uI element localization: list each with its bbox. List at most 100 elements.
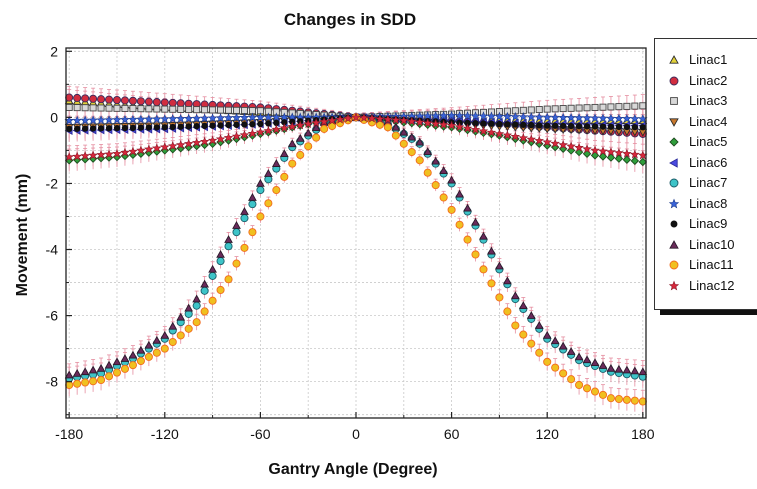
data-point <box>177 123 184 130</box>
data-point <box>510 291 520 300</box>
data-point <box>399 115 409 125</box>
data-point <box>120 364 130 373</box>
data-point <box>566 112 576 122</box>
data-point <box>199 113 210 123</box>
data-point <box>105 104 113 112</box>
data-point <box>304 142 313 151</box>
data-point <box>217 106 225 114</box>
data-point <box>136 345 146 354</box>
data-point <box>191 137 202 147</box>
data-point <box>598 146 608 156</box>
data-point <box>160 330 170 339</box>
data-point <box>73 104 81 112</box>
data-point <box>183 113 194 123</box>
data-point <box>96 149 106 159</box>
data-point <box>231 131 242 141</box>
data-point <box>264 199 273 208</box>
data-point <box>422 111 433 121</box>
data-point <box>311 123 321 132</box>
data-point <box>128 361 137 370</box>
data-point <box>391 122 401 131</box>
data-point <box>383 114 393 124</box>
data-point <box>319 116 329 126</box>
data-point <box>232 221 241 229</box>
data-point <box>72 151 82 161</box>
data-point <box>177 105 185 113</box>
legend-item-linac10: Linac10 <box>655 236 755 255</box>
data-point <box>152 98 161 107</box>
data-point <box>487 279 496 288</box>
data-point <box>176 331 185 340</box>
legend-item-linac11: Linac11 <box>655 256 755 275</box>
data-point <box>574 142 584 152</box>
data-point <box>615 123 623 131</box>
legend-marker <box>669 239 679 249</box>
data-point <box>247 112 258 122</box>
data-point <box>455 220 464 229</box>
data-point <box>239 130 250 140</box>
data-point <box>527 339 536 348</box>
data-point <box>502 111 513 121</box>
data-point <box>399 139 408 148</box>
data-point <box>423 168 432 177</box>
data-point <box>446 110 457 120</box>
data-point <box>161 105 169 113</box>
legend-label: Linac6 <box>689 154 728 170</box>
data-point <box>383 123 392 132</box>
series-linac12 <box>64 112 648 162</box>
data-point <box>351 112 361 122</box>
data-point <box>438 119 449 129</box>
legend-item-linac7: Linac7 <box>655 174 755 193</box>
data-point <box>232 259 241 268</box>
data-point <box>479 265 488 274</box>
data-point <box>542 137 552 147</box>
legend-item-linac5: Linac5 <box>655 133 755 152</box>
legend-marker <box>668 280 680 290</box>
data-point <box>207 113 218 123</box>
data-point <box>567 122 575 130</box>
legend-marker <box>669 137 679 147</box>
legend-shadow <box>660 310 757 315</box>
data-point <box>80 367 90 376</box>
data-point <box>415 117 425 127</box>
data-point <box>614 364 624 373</box>
data-point <box>558 112 568 122</box>
data-point <box>144 114 154 124</box>
data-point <box>510 131 521 141</box>
data-point <box>65 93 74 102</box>
data-point <box>152 335 162 344</box>
data-point <box>544 122 551 129</box>
data-point <box>375 120 384 129</box>
data-point <box>536 122 543 129</box>
data-point <box>591 103 599 111</box>
data-markers <box>64 93 648 406</box>
data-point <box>567 104 575 112</box>
legend-marker <box>670 220 678 228</box>
data-point <box>176 99 185 108</box>
data-point <box>192 318 201 327</box>
data-point <box>168 113 178 123</box>
data-point <box>303 128 313 137</box>
data-point <box>207 135 218 145</box>
data-point <box>120 147 130 157</box>
data-point <box>136 97 145 106</box>
data-point <box>558 341 568 350</box>
data-point <box>550 112 560 122</box>
data-point <box>630 113 640 123</box>
legend-marker-shape <box>668 280 680 290</box>
data-point <box>81 94 90 103</box>
data-point <box>66 125 73 133</box>
data-point <box>152 114 162 124</box>
data-point <box>121 124 129 132</box>
data-point <box>104 115 114 125</box>
data-point <box>431 181 440 190</box>
data-point <box>240 214 249 223</box>
x-tick-label: -180 <box>55 426 83 442</box>
data-point <box>535 348 544 357</box>
data-point <box>575 104 583 112</box>
data-point <box>208 296 217 305</box>
data-point <box>200 279 209 288</box>
data-point <box>209 106 217 114</box>
legend-marker-shape <box>669 137 679 147</box>
data-point <box>153 124 160 131</box>
